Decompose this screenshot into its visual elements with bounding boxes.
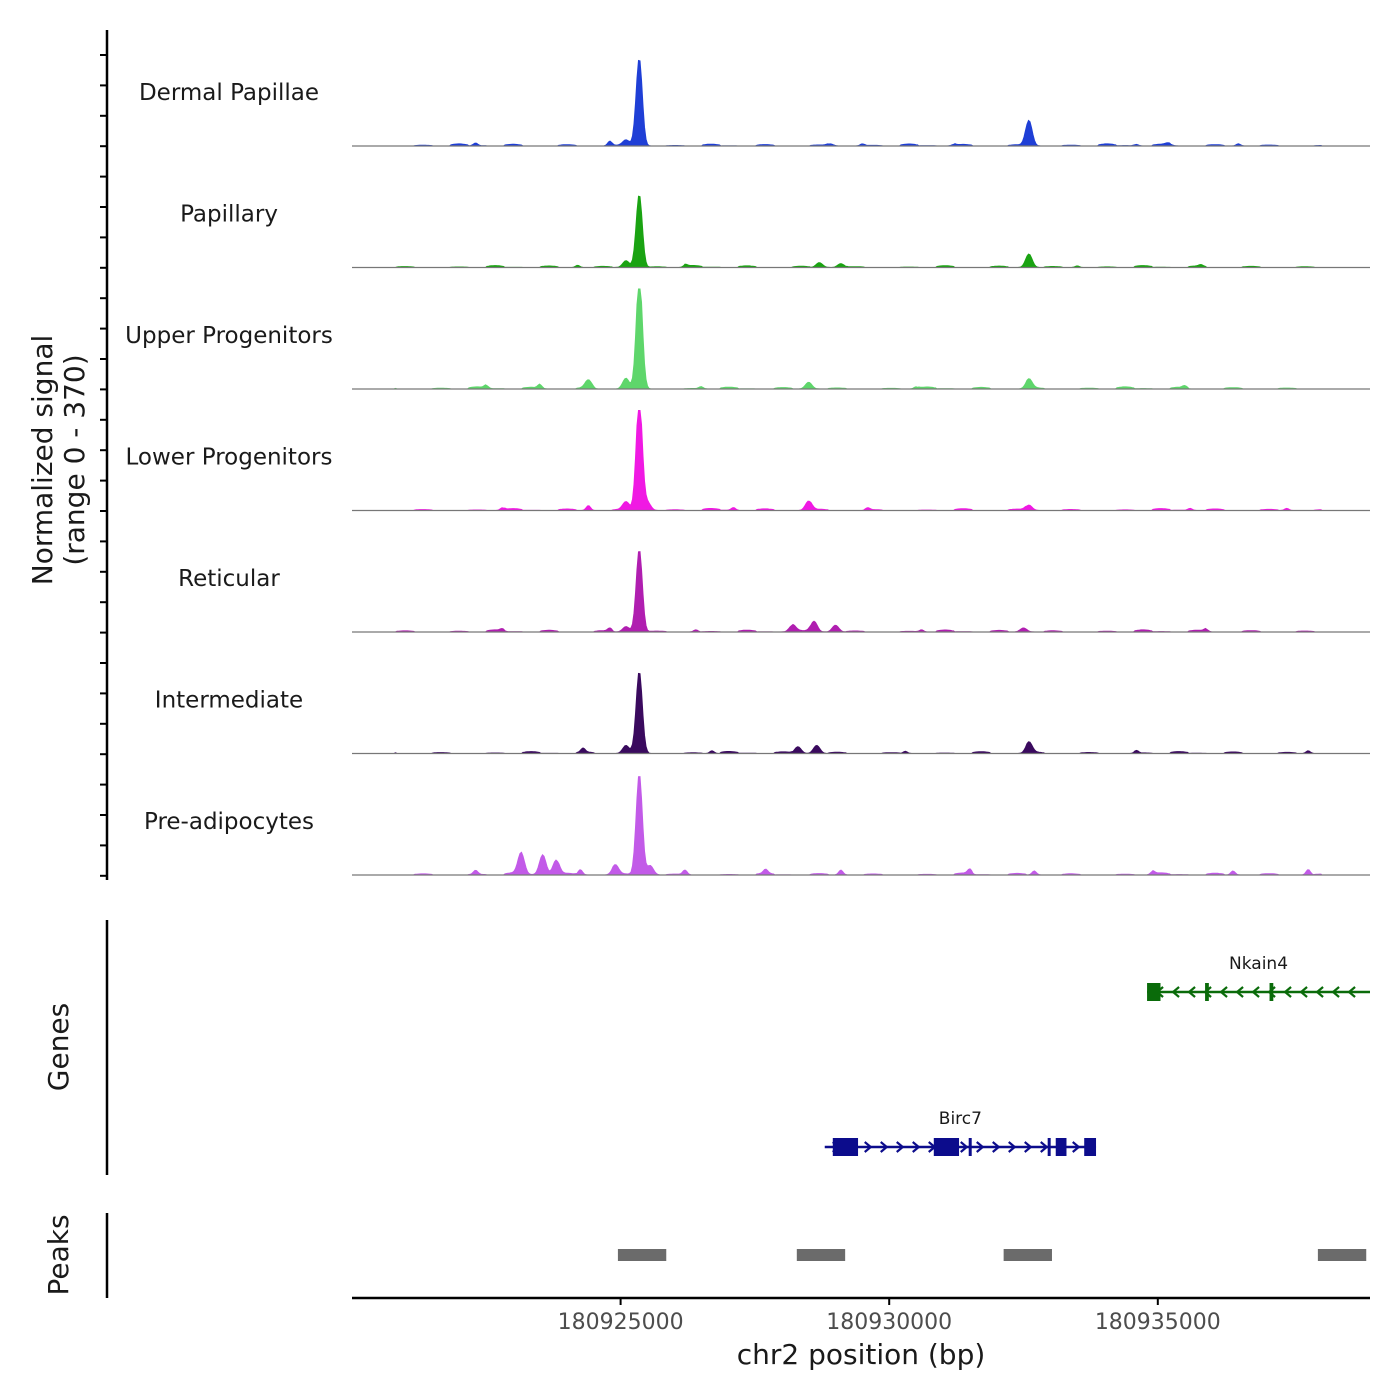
peaks-panel xyxy=(618,1249,1366,1261)
track-signal xyxy=(352,196,1322,267)
track-upper-progenitors: Upper Progenitors xyxy=(125,289,1370,389)
peak-region xyxy=(1318,1249,1366,1261)
x-tick-label: 180925000 xyxy=(558,1310,684,1335)
exon xyxy=(934,1138,959,1156)
coverage-tracks: Dermal Papillae Papillary Upper Progenitor… xyxy=(125,61,1370,876)
track-signal xyxy=(352,289,1322,389)
x-axis-ticks: 180925000 180930000 180935000 xyxy=(558,1298,1221,1335)
track-signal xyxy=(352,61,1322,147)
track-signal xyxy=(352,552,1322,632)
peaks-label: Peaks xyxy=(42,1214,75,1295)
track-label: Lower Progenitors xyxy=(126,445,333,471)
track-reticular: Reticular xyxy=(178,552,1370,632)
coverage-ylabel-line2: (range 0 - 370) xyxy=(58,354,91,565)
x-axis-title: chr2 position (bp) xyxy=(737,1338,986,1371)
coverage-plot: Normalized signal (range 0 - 370) Dermal… xyxy=(0,0,1400,1400)
track-label: Dermal Papillae xyxy=(139,80,319,106)
exon xyxy=(1084,1138,1096,1156)
gene-name: Birc7 xyxy=(939,1109,982,1129)
track-lower-progenitors: Lower Progenitors xyxy=(126,411,1370,511)
exon xyxy=(1056,1138,1067,1156)
genes-label: Genes xyxy=(42,1003,75,1091)
track-pre-adipocytes: Pre-adipocytes xyxy=(144,777,1370,875)
track-intermediate: Intermediate xyxy=(155,674,1370,754)
exon xyxy=(1270,983,1274,1001)
track-label: Pre-adipocytes xyxy=(144,809,314,835)
exon xyxy=(833,1138,858,1156)
track-label: Papillary xyxy=(180,202,278,228)
exon xyxy=(969,1138,972,1156)
track-dermal-papillae: Dermal Papillae xyxy=(139,61,1370,147)
track-signal xyxy=(352,411,1322,511)
track-label: Reticular xyxy=(178,566,280,592)
peak-region xyxy=(797,1249,845,1261)
peak-region xyxy=(1004,1249,1052,1261)
gene-name: Nkain4 xyxy=(1229,954,1288,974)
coverage-ylabel-line1: Normalized signal xyxy=(26,335,59,586)
genes-panel: Nkain4 Birc7 xyxy=(825,954,1370,1156)
track-signal xyxy=(352,777,1322,875)
track-signal xyxy=(352,674,1322,754)
exon xyxy=(1048,1138,1051,1156)
gene-birc7: Birc7 xyxy=(825,1109,1096,1156)
track-label: Upper Progenitors xyxy=(125,323,333,349)
peak-region xyxy=(618,1249,666,1261)
x-tick-label: 180930000 xyxy=(826,1310,952,1335)
gene-nkain4: Nkain4 xyxy=(1147,954,1370,1001)
exon xyxy=(1147,983,1160,1001)
x-tick-label: 180935000 xyxy=(1095,1310,1221,1335)
exon xyxy=(1205,983,1209,1001)
track-label: Intermediate xyxy=(155,688,303,714)
track-papillary: Papillary xyxy=(180,196,1370,267)
